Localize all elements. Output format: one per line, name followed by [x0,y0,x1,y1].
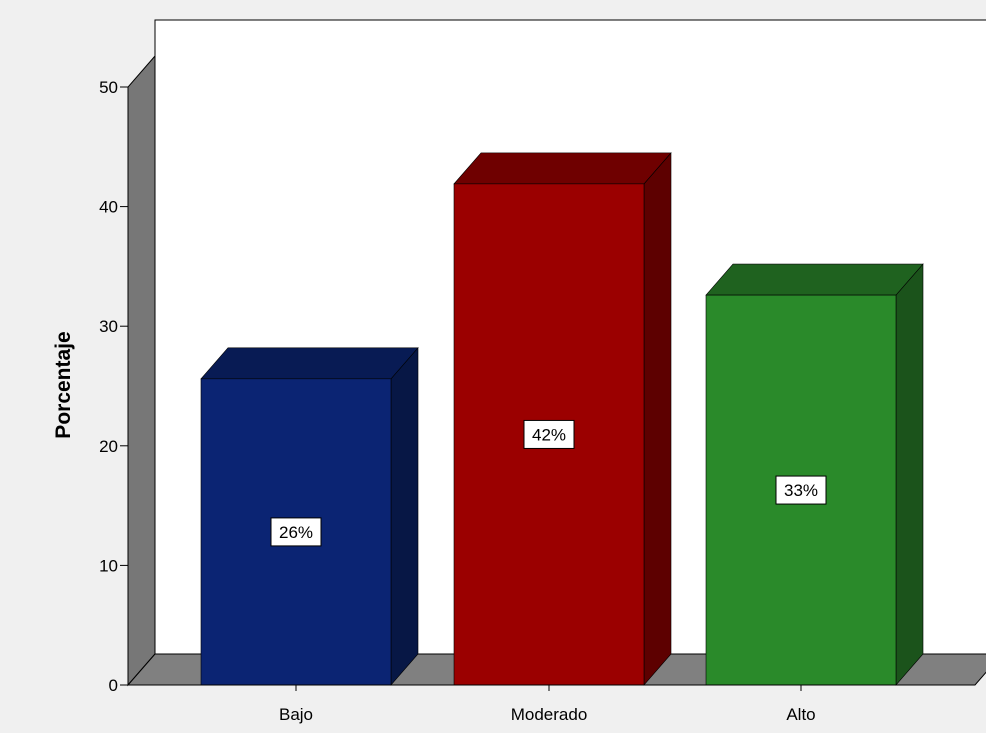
y-tick-label: 10 [99,556,118,575]
data-label: 26% [270,517,322,547]
axes: Bajo Moderado Alto 0 10 20 30 40 50 [99,78,975,724]
bar-bajo [200,347,419,686]
data-label-text: 42% [532,425,566,444]
bars [200,152,924,686]
data-labels: 26% 42% 33% [270,419,827,547]
bar-alto [705,263,924,686]
y-tick-label: 0 [109,676,118,695]
x-tick-label: Bajo [279,705,313,724]
x-tick-label: Alto [786,705,815,724]
bar-side-face [390,347,419,686]
bar-side-face [643,152,672,686]
bar-top-face [453,152,672,185]
data-label-text: 33% [784,481,818,500]
bar-side-face [895,263,924,686]
y-tick-label: 40 [99,198,118,217]
y-axis-label: Porcentaje [52,331,75,438]
data-label: 33% [775,475,827,505]
x-tick-label: Moderado [511,705,588,724]
bar-moderado [453,152,672,686]
data-label-box [270,517,322,547]
bar-top-face [705,263,924,296]
data-label-box [523,419,575,449]
data-label: 42% [523,419,575,449]
y-tick-label: 20 [99,437,118,456]
bar-top-face [200,347,419,380]
y-tick-label: 50 [99,78,118,97]
data-label-box [775,475,827,505]
data-label-text: 26% [279,523,313,542]
plot-side-wall [127,54,156,687]
y-tick-label: 30 [99,317,118,336]
